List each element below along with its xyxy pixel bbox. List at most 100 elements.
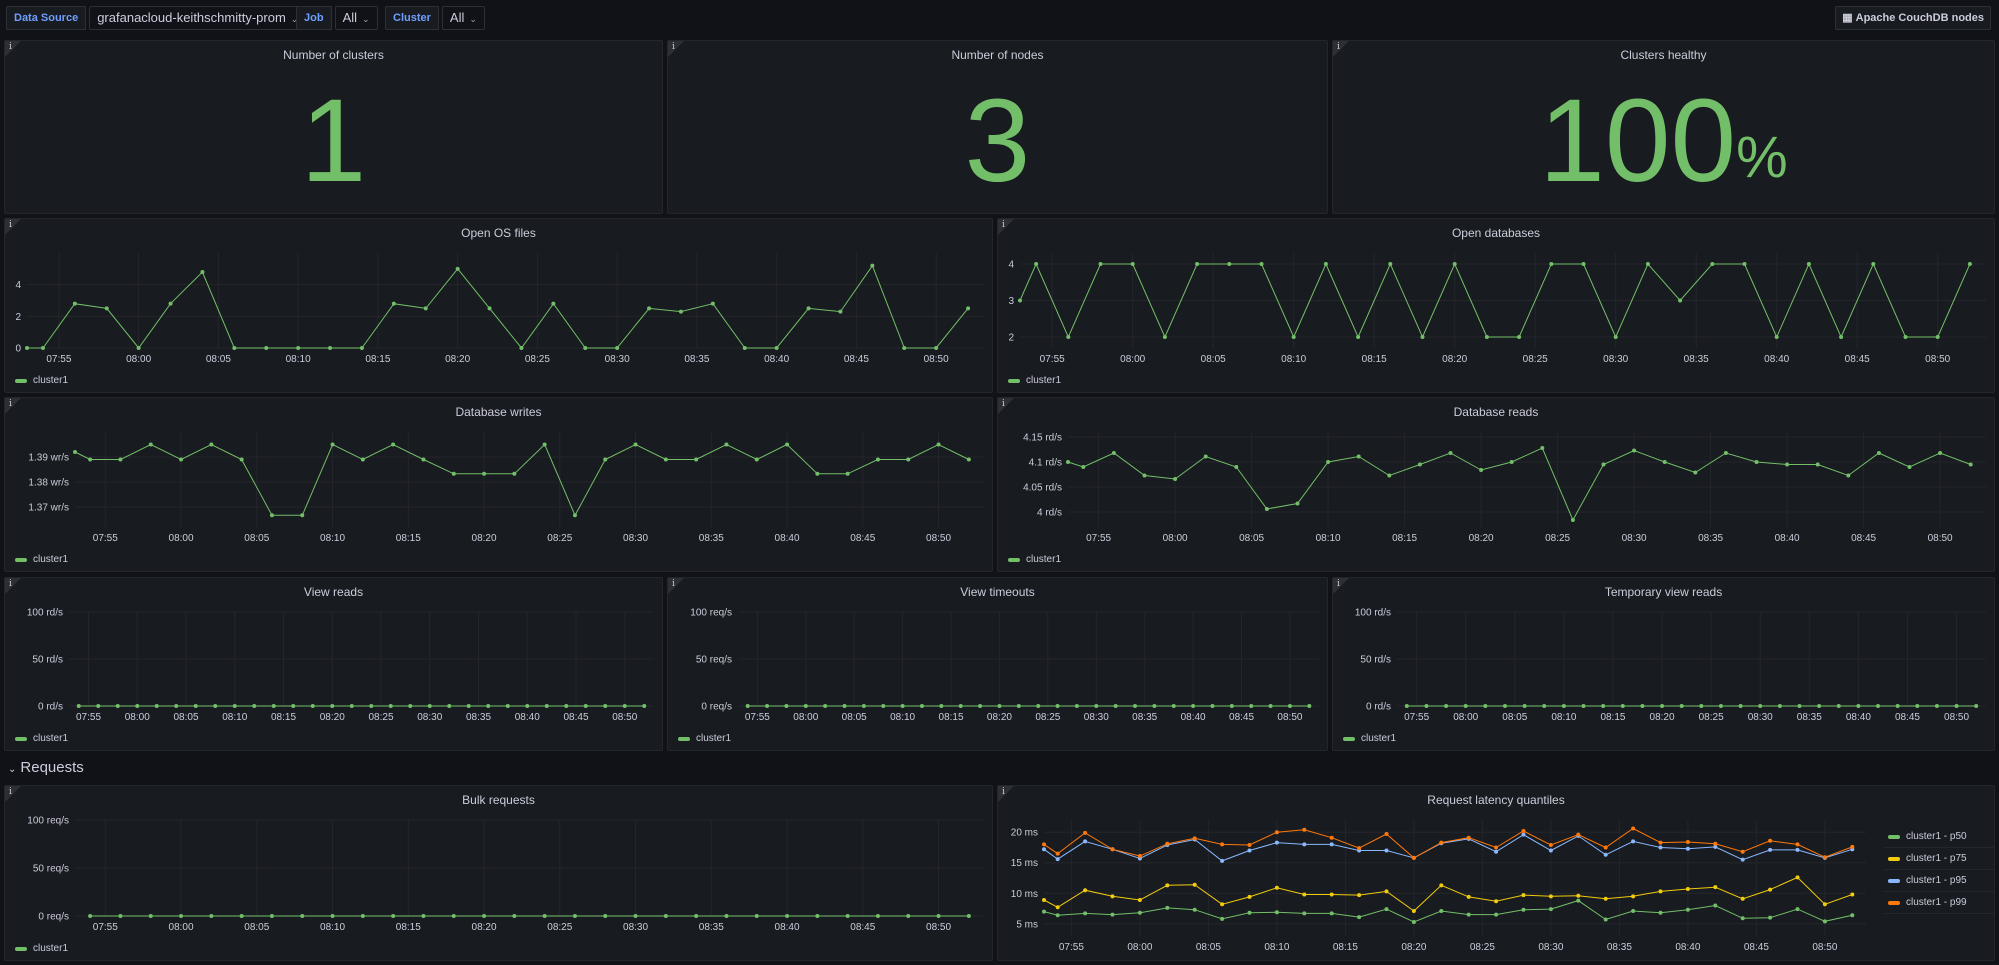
chart-legend: cluster1	[15, 733, 68, 744]
data-point	[1502, 704, 1507, 708]
data-point	[421, 457, 426, 462]
data-point	[1074, 704, 1079, 708]
legend-item[interactable]: cluster1	[15, 733, 68, 744]
legend-item[interactable]: cluster1 - p99	[1884, 892, 1994, 914]
data-point	[391, 442, 396, 447]
x-tick-label: 08:05	[1196, 942, 1221, 953]
legend-item[interactable]: cluster1 - p95	[1884, 870, 1994, 892]
data-point	[1247, 843, 1252, 848]
x-tick-label: 08:45	[563, 712, 588, 723]
data-point	[1742, 261, 1747, 266]
data-point	[1094, 704, 1099, 708]
data-point	[663, 914, 668, 918]
data-point	[1142, 473, 1147, 478]
data-point	[583, 346, 588, 350]
legend-swatch	[1008, 557, 1020, 562]
data-point	[902, 346, 907, 350]
y-tick-label: 10 ms	[1011, 889, 1038, 900]
x-tick-label: 08:40	[1846, 712, 1871, 723]
data-point	[1323, 261, 1328, 266]
data-point	[1620, 704, 1625, 708]
legend-item[interactable]: cluster1 - p75	[1884, 848, 1994, 870]
data-point	[633, 442, 638, 447]
info-icon[interactable]: i	[1002, 399, 1005, 409]
data-point	[1247, 848, 1252, 853]
data-point	[1876, 704, 1881, 708]
chart-plot: 0 req/s 50 req/s 100 req/s 07:55 08:00 08:05 0…	[690, 608, 1319, 723]
chart-panel-bulk-requests: i Bulk requests 0 req/s 50 req/s 100 req/s 07…	[4, 785, 993, 961]
data-point	[1974, 704, 1979, 708]
info-icon[interactable]: i	[9, 579, 12, 589]
legend-item[interactable]: cluster1	[678, 733, 731, 744]
y-tick-label: 4.15 rd/s	[1023, 433, 1062, 444]
data-point	[1264, 507, 1269, 511]
data-point	[388, 704, 393, 708]
data-point	[1357, 846, 1362, 851]
series-line-cluster1-p95	[1043, 834, 1853, 862]
data-point	[1576, 893, 1581, 898]
panel-title: Clusters healthy	[1620, 48, 1707, 62]
data-point	[1133, 704, 1138, 708]
x-tick-label: 08:05	[173, 712, 198, 723]
legend-swatch	[1343, 736, 1355, 741]
dashboard-link-couchdb-nodes[interactable]: ▦ Apache CouchDB nodes	[1835, 6, 1991, 30]
data-point	[1856, 704, 1861, 708]
data-point	[1439, 840, 1444, 845]
data-point	[360, 914, 365, 918]
data-point	[1291, 335, 1296, 340]
data-point	[271, 704, 276, 708]
cluster-select[interactable]: All ⌄	[441, 6, 485, 30]
data-point	[1723, 451, 1728, 455]
data-point	[1601, 704, 1606, 708]
legend-swatch	[15, 946, 27, 951]
data-point	[1249, 704, 1254, 708]
data-point	[785, 914, 790, 918]
legend-item[interactable]: cluster1	[15, 375, 68, 386]
info-icon[interactable]: i	[672, 579, 675, 589]
x-tick-label: 08:20	[1469, 533, 1494, 544]
data-point	[1603, 917, 1608, 922]
info-icon[interactable]: i	[672, 42, 675, 52]
x-tick-label: 08:00	[1127, 942, 1152, 953]
data-source-select[interactable]: grafanacloud-keithschmitty-prom ⌄	[89, 6, 307, 30]
legend-item[interactable]: cluster1	[1008, 375, 1061, 386]
x-tick-label: 08:20	[472, 533, 497, 544]
info-icon[interactable]: i	[9, 399, 12, 409]
legend-item[interactable]: cluster1	[1008, 554, 1061, 565]
data-point	[154, 704, 159, 708]
data-point	[1055, 704, 1060, 708]
data-point	[642, 704, 647, 708]
stat-value: 3	[964, 75, 1031, 207]
info-icon[interactable]: i	[1337, 42, 1340, 52]
info-icon[interactable]: i	[1002, 787, 1005, 797]
data-point	[710, 301, 715, 306]
legend-item[interactable]: cluster1	[1343, 733, 1396, 744]
data-point	[615, 346, 620, 350]
data-point	[1083, 888, 1088, 893]
job-select[interactable]: All ⌄	[334, 6, 378, 30]
row-header-requests[interactable]: ⌄ Requests	[8, 759, 84, 776]
panel-corner	[5, 219, 21, 235]
panel-corner	[5, 786, 21, 802]
data-point	[1935, 335, 1940, 340]
data-point	[1384, 907, 1389, 912]
data-point	[369, 704, 374, 708]
data-point	[487, 306, 492, 311]
legend-label: cluster1	[33, 554, 69, 565]
info-icon[interactable]: i	[1337, 579, 1340, 589]
data-point	[1448, 451, 1453, 455]
legend-item[interactable]: cluster1	[15, 554, 68, 565]
y-tick-label: 100 req/s	[27, 816, 69, 827]
data-point	[451, 914, 456, 918]
info-icon[interactable]: i	[1002, 220, 1005, 230]
info-icon[interactable]: i	[9, 42, 12, 52]
data-point	[264, 346, 269, 350]
legend-item[interactable]: cluster1 - p50	[1884, 826, 1994, 848]
info-icon[interactable]: i	[9, 787, 12, 797]
data-point	[1494, 849, 1499, 854]
info-icon[interactable]: i	[9, 220, 12, 230]
x-tick-label: 08:05	[842, 712, 867, 723]
data-point	[1938, 451, 1943, 455]
legend-item[interactable]: cluster1	[15, 943, 68, 954]
x-tick-label: 08:25	[1523, 354, 1548, 365]
